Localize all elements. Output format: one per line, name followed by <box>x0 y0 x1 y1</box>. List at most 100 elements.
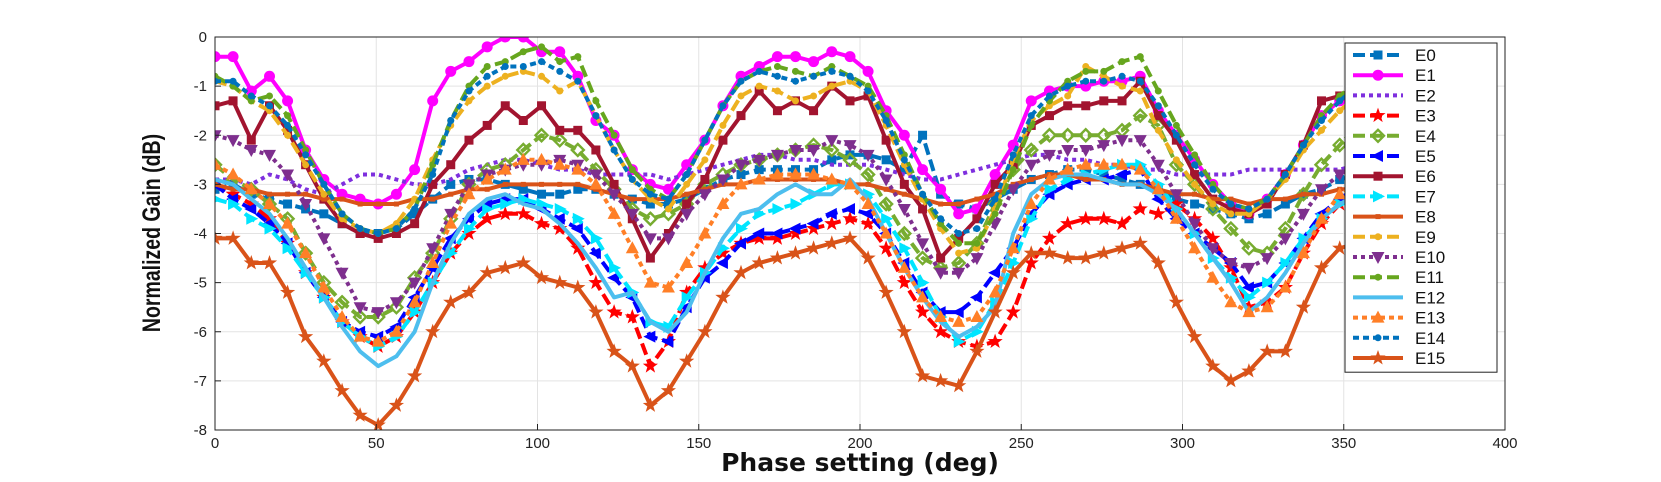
data-point <box>772 202 785 215</box>
data-point <box>281 216 295 229</box>
data-point <box>628 166 636 174</box>
data-point <box>1023 245 1039 260</box>
legend-label: E3 <box>1415 107 1436 126</box>
data-point <box>1209 180 1217 188</box>
data-point <box>500 101 510 111</box>
legend-item: E6 <box>1353 167 1436 186</box>
data-point <box>789 144 802 157</box>
data-point <box>918 130 928 140</box>
data-point <box>1064 92 1072 100</box>
data-point <box>715 256 728 269</box>
data-point <box>733 264 749 280</box>
data-point <box>225 186 241 201</box>
data-point <box>1132 107 1148 124</box>
data-point <box>898 129 910 141</box>
legend-item: E5 <box>1353 147 1436 166</box>
data-point <box>935 183 947 195</box>
data-point <box>1081 101 1091 111</box>
data-point <box>1282 196 1288 202</box>
data-point <box>1192 191 1198 197</box>
y-axis-label: Normalized Gain (dB) <box>138 134 166 332</box>
data-point <box>1115 168 1128 181</box>
data-point <box>697 323 713 339</box>
data-point <box>990 179 1000 189</box>
data-point <box>842 210 858 226</box>
data-point <box>716 174 730 187</box>
data-point <box>1136 87 1144 95</box>
data-point <box>228 198 241 211</box>
data-point <box>1006 241 1020 254</box>
x-tick-label: 350 <box>1331 435 1356 452</box>
series-line <box>215 157 1359 344</box>
data-point <box>973 244 981 252</box>
data-point <box>916 290 930 303</box>
data-point <box>1082 77 1090 85</box>
data-point <box>843 202 856 215</box>
y-tick-label: -8 <box>194 422 207 439</box>
data-point <box>624 358 640 373</box>
data-point <box>1044 183 1057 196</box>
data-point <box>225 230 241 245</box>
data-point <box>645 199 655 209</box>
data-point <box>828 67 836 75</box>
data-point <box>373 233 383 243</box>
data-point <box>845 96 855 106</box>
legend-label: E12 <box>1415 288 1445 307</box>
data-point <box>1082 62 1090 70</box>
data-point <box>826 46 838 58</box>
data-point <box>427 95 439 107</box>
data-point <box>482 202 495 215</box>
legend-label: E1 <box>1415 66 1436 85</box>
data-point <box>1371 252 1385 264</box>
data-point <box>1205 201 1221 217</box>
data-point <box>1298 232 1311 245</box>
data-point <box>244 202 257 215</box>
data-point <box>1042 149 1056 162</box>
data-point <box>824 215 840 231</box>
data-point <box>226 167 240 180</box>
data-point <box>715 289 731 304</box>
data-point <box>266 92 274 100</box>
data-point <box>352 407 368 422</box>
data-point <box>754 165 764 175</box>
data-point <box>970 310 984 323</box>
data-point <box>283 199 293 209</box>
data-point <box>1263 195 1271 203</box>
data-point <box>936 253 946 263</box>
data-point <box>430 196 436 202</box>
data-point <box>1313 259 1330 275</box>
data-point <box>572 212 585 225</box>
data-point <box>389 324 403 337</box>
data-point <box>1280 256 1293 269</box>
data-point <box>445 65 457 77</box>
data-point <box>446 160 456 170</box>
data-point <box>1191 151 1199 159</box>
axis-ticks: 0 50 100 150 200 250 300 350 400 0 -1 -2 -3 -4 -5 -6 -7 -… <box>194 29 1518 452</box>
legend-label: E10 <box>1415 248 1445 267</box>
data-point <box>371 307 385 320</box>
data-point <box>955 249 963 257</box>
data-point <box>515 255 531 270</box>
data-point <box>1078 210 1094 226</box>
data-point <box>810 92 818 100</box>
data-point <box>1132 235 1148 250</box>
data-point <box>642 211 659 227</box>
data-point <box>700 174 710 184</box>
data-point <box>1277 343 1293 358</box>
data-point <box>570 279 586 294</box>
data-point <box>663 199 673 209</box>
data-point <box>661 280 675 293</box>
data-point <box>1209 185 1217 193</box>
data-point <box>1281 171 1289 179</box>
data-point <box>284 121 292 129</box>
data-point <box>316 353 332 368</box>
x-tick-label: 50 <box>368 435 385 452</box>
legend-item: E8 <box>1353 208 1436 227</box>
data-point <box>991 195 999 203</box>
data-point <box>624 309 640 324</box>
data-point <box>899 179 909 189</box>
data-point <box>1241 363 1257 378</box>
y-tick-label: -7 <box>194 373 207 390</box>
data-point <box>680 255 694 268</box>
